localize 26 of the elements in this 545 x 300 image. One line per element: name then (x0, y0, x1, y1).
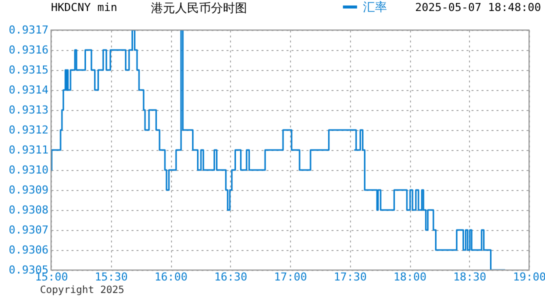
x-tick-label: 16:00 (154, 270, 188, 284)
x-tick-label: 15:00 (34, 270, 68, 284)
x-tick-label: 16:30 (214, 270, 248, 284)
x-tick-label: 19:00 (512, 270, 545, 284)
y-tick-label: 0.9311 (8, 144, 48, 156)
y-tick-label: 0.9313 (8, 104, 48, 116)
y-tick-label: 0.9317 (8, 24, 48, 36)
chart-title: 港元人民币分时图 (151, 1, 247, 15)
y-tick-label: 0.9316 (8, 44, 48, 56)
x-tick-label: 18:00 (393, 270, 427, 284)
x-tick-label: 18:30 (453, 270, 486, 284)
text: Copyright 2025 (40, 285, 124, 296)
y-tick-label: 0.9314 (8, 84, 49, 96)
y-tick-label: 0.9312 (8, 124, 48, 136)
x-tick-label: 17:00 (274, 270, 308, 284)
y-tick-label: 0.9307 (8, 224, 48, 236)
y-tick-label: 0.9308 (8, 204, 48, 216)
x-tick-label: 17:30 (334, 270, 367, 284)
chart-subtitle: HKDCNY min (51, 1, 118, 14)
y-tick-label: 0.9315 (8, 64, 48, 76)
y-tick-label: 0.9306 (8, 244, 48, 256)
y-tick-label: 0.9309 (8, 184, 48, 196)
legend-label: 汇率 (363, 0, 387, 14)
text: 2025-05-07 18:48:00 (415, 1, 541, 14)
y-tick-label: 0.9310 (8, 164, 48, 176)
x-tick-label: 15:30 (94, 270, 128, 284)
